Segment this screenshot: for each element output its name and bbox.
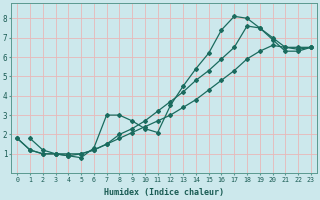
X-axis label: Humidex (Indice chaleur): Humidex (Indice chaleur)	[104, 188, 224, 197]
